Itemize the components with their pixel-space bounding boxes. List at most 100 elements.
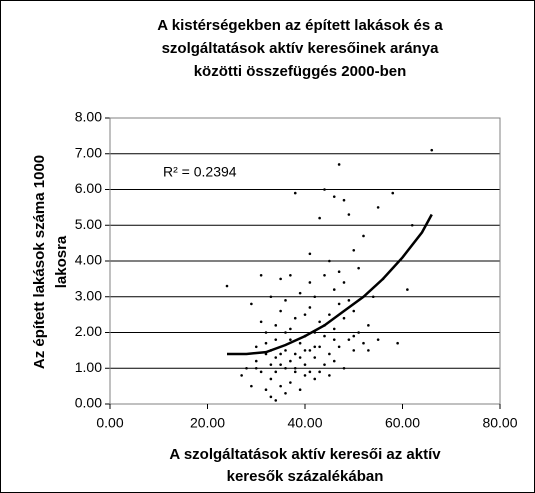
point — [357, 266, 360, 270]
point — [274, 324, 278, 327]
chart-title: A kistérségekben az épített lakások és a — [157, 17, 443, 34]
point — [347, 338, 351, 341]
point — [298, 341, 302, 345]
point — [328, 374, 331, 377]
y-tick-label: 8.00 — [75, 109, 102, 125]
point — [318, 370, 321, 374]
y-tick-label: 2.00 — [75, 323, 102, 339]
x-tick-label: 40.00 — [287, 415, 322, 431]
point — [308, 370, 312, 374]
chart-title: szolgáltatások aktív keresőinek aránya — [162, 40, 439, 57]
point — [332, 288, 336, 291]
point — [342, 198, 346, 202]
point — [264, 341, 268, 345]
point — [293, 191, 297, 195]
point — [250, 384, 253, 388]
point — [352, 349, 356, 352]
x-axis-label: keresők százalékában — [227, 468, 384, 485]
y-axis-label: Az épített lakások száma 1000 lakosra — [31, 155, 70, 369]
y-axis-label-line: lakosra — [53, 235, 70, 288]
y-tick-label: 6.00 — [75, 180, 102, 196]
point — [367, 349, 370, 352]
point — [328, 352, 331, 356]
point — [279, 352, 282, 356]
y-tick-label: 4.00 — [75, 252, 102, 268]
point — [371, 295, 375, 299]
point — [269, 377, 273, 381]
y-tick-label: 1.00 — [75, 359, 102, 375]
point — [323, 334, 326, 338]
chart-title: közötti összefüggés 2000-ben — [194, 63, 407, 80]
point — [279, 363, 282, 366]
point — [396, 341, 399, 345]
point — [284, 349, 287, 352]
point — [298, 291, 302, 295]
point — [376, 338, 380, 341]
point — [303, 349, 307, 352]
point — [289, 327, 292, 331]
y-tick-label: 0.00 — [75, 395, 102, 411]
point — [406, 288, 409, 291]
point — [279, 309, 282, 313]
point — [323, 274, 326, 277]
point — [274, 370, 278, 374]
point — [284, 299, 287, 302]
point — [313, 356, 317, 359]
point — [313, 377, 317, 381]
point — [259, 370, 263, 374]
point — [318, 216, 321, 220]
x-tick-label: 0.00 — [96, 415, 123, 431]
x-tick-label: 80.00 — [482, 415, 517, 431]
point — [352, 334, 356, 338]
point — [328, 313, 331, 316]
point — [347, 299, 351, 302]
point — [362, 341, 365, 345]
annotation: R² = 0.2394 — [163, 164, 237, 180]
y-tick-label: 3.00 — [75, 287, 102, 303]
point — [289, 338, 292, 341]
point — [274, 356, 278, 359]
point — [250, 302, 253, 306]
point — [279, 277, 282, 281]
point — [308, 349, 312, 352]
point — [269, 395, 273, 399]
point — [254, 366, 258, 370]
point — [332, 195, 336, 198]
point — [225, 284, 229, 288]
point — [308, 281, 312, 284]
point — [293, 370, 297, 374]
point — [269, 295, 273, 299]
point — [332, 327, 336, 331]
point — [284, 331, 287, 334]
point — [289, 274, 292, 277]
point — [347, 213, 351, 216]
point — [240, 374, 243, 377]
point — [318, 320, 321, 324]
point — [362, 234, 365, 238]
point — [318, 345, 321, 349]
point — [337, 270, 341, 274]
point — [279, 384, 282, 388]
point — [264, 388, 268, 392]
point — [332, 338, 336, 341]
y-axis-label-line: Az épített lakások száma 1000 — [31, 155, 48, 369]
point — [269, 363, 273, 366]
point — [284, 391, 287, 395]
x-axis-label: A szolgáltatások aktív keresői az aktív — [169, 446, 441, 463]
point — [303, 313, 307, 316]
point — [303, 363, 307, 366]
point — [259, 274, 263, 277]
point — [254, 345, 258, 349]
point — [391, 191, 395, 195]
point — [328, 259, 331, 263]
point — [313, 295, 317, 299]
point — [298, 388, 302, 392]
point — [308, 252, 312, 256]
point — [367, 324, 370, 327]
y-tick-label: 5.00 — [75, 216, 102, 232]
x-tick-label: 60.00 — [385, 415, 420, 431]
point — [410, 223, 414, 227]
point — [264, 331, 268, 334]
x-tick-label: 20.00 — [190, 415, 225, 431]
